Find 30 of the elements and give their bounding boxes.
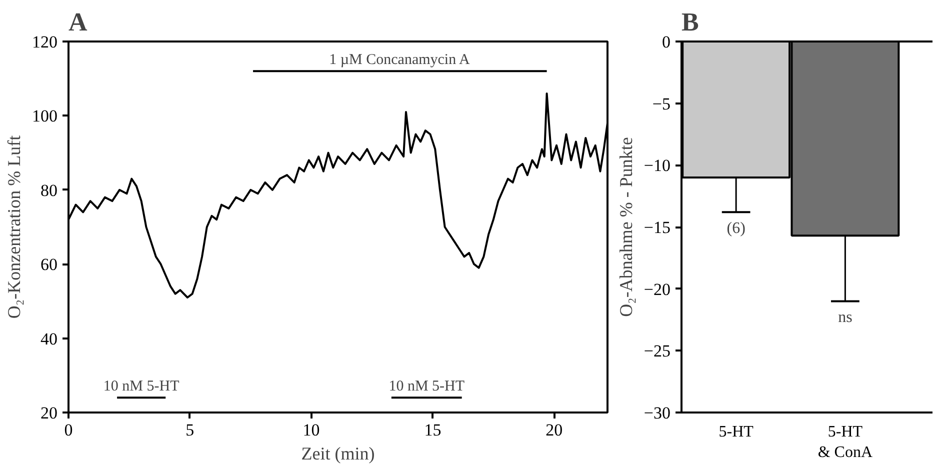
annotation: 10 nM 5-HT bbox=[388, 378, 465, 395]
y-tick-label: 120 bbox=[32, 32, 58, 52]
y-tick-label: 80 bbox=[40, 180, 58, 200]
y-axis-title: O₂-Konzentration % Luft bbox=[4, 135, 24, 319]
x-tick-label: 5-HT bbox=[718, 424, 754, 440]
y-tick-label: 100 bbox=[32, 106, 58, 126]
y-tick-label: −20 bbox=[644, 280, 671, 299]
y-tick-label: −25 bbox=[644, 342, 671, 361]
x-tick-label: 15 bbox=[424, 420, 442, 440]
annotation: 10 nM 5-HT bbox=[103, 378, 180, 395]
y-tick-label: 60 bbox=[40, 255, 58, 274]
y-tick-label: −10 bbox=[644, 156, 671, 176]
y-tick-label: 20 bbox=[40, 404, 58, 422]
annotation: (6) bbox=[726, 220, 746, 238]
x-tick-label: 20 bbox=[546, 420, 563, 440]
annotation: ns bbox=[838, 309, 852, 326]
chart-title: B bbox=[682, 8, 699, 36]
chart-title: A bbox=[68, 8, 88, 36]
x-tick-label: 0 bbox=[64, 420, 73, 440]
y-tick-label: −30 bbox=[644, 404, 671, 422]
x-tick-label: 10 bbox=[302, 420, 320, 440]
y-tick-label: 0 bbox=[662, 32, 670, 52]
x-tick-label: 5-HT & ConA bbox=[818, 424, 873, 461]
y-tick-label: 40 bbox=[40, 329, 58, 348]
y-axis-title: O₂-Abnahme % - Punkte bbox=[616, 137, 636, 317]
x-axis-title: Zeit (min) bbox=[301, 444, 375, 464]
y-tick-label: −5 bbox=[652, 94, 671, 114]
y-tick-label: −15 bbox=[644, 218, 671, 237]
annotation: 1 µM Concanamycin A bbox=[329, 52, 470, 68]
x-tick-label: 5 bbox=[186, 420, 194, 440]
